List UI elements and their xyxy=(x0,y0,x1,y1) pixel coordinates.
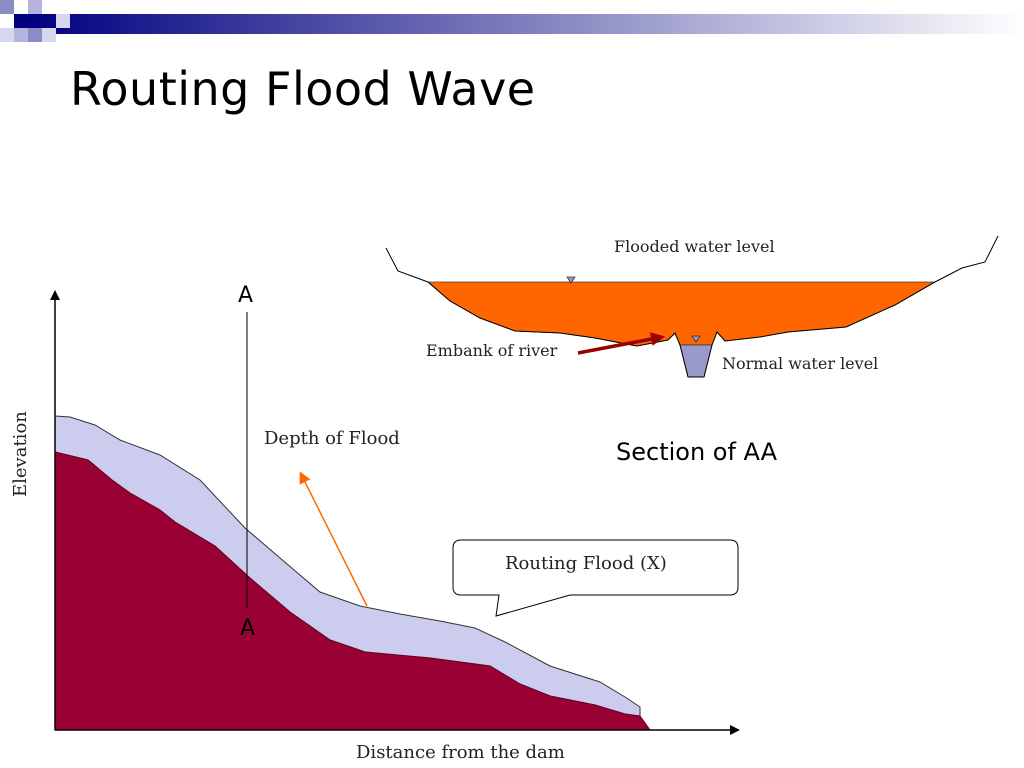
river-water xyxy=(679,344,713,378)
flooded-water-area xyxy=(426,281,937,347)
depth-arrow xyxy=(299,471,368,607)
embank-of-river-label: Embank of river xyxy=(426,341,558,360)
section-marker-bottom: A xyxy=(240,616,255,641)
flooded-water-level-label: Flooded water level xyxy=(614,237,775,256)
depth-of-flood-label: Depth of Flood xyxy=(264,428,400,449)
embank-arrow xyxy=(577,332,665,355)
routing-flood-callout xyxy=(452,539,739,617)
routing-flood-label: Routing Flood (X) xyxy=(505,553,667,574)
normal-level-marker xyxy=(691,335,701,343)
y-axis-label: Elevation xyxy=(10,411,31,497)
x-axis-label: Distance from the dam xyxy=(356,742,565,763)
flooded-level-marker xyxy=(566,276,576,284)
title-decoration-bar xyxy=(0,0,1024,42)
section-marker-top: A xyxy=(238,283,253,308)
terrain-profile xyxy=(54,451,651,731)
normal-water-level-label: Normal water level xyxy=(722,354,878,373)
river-bank-outline xyxy=(385,235,999,378)
section-caption: Section of AA xyxy=(616,438,778,466)
slide-title: Routing Flood Wave xyxy=(70,62,536,116)
